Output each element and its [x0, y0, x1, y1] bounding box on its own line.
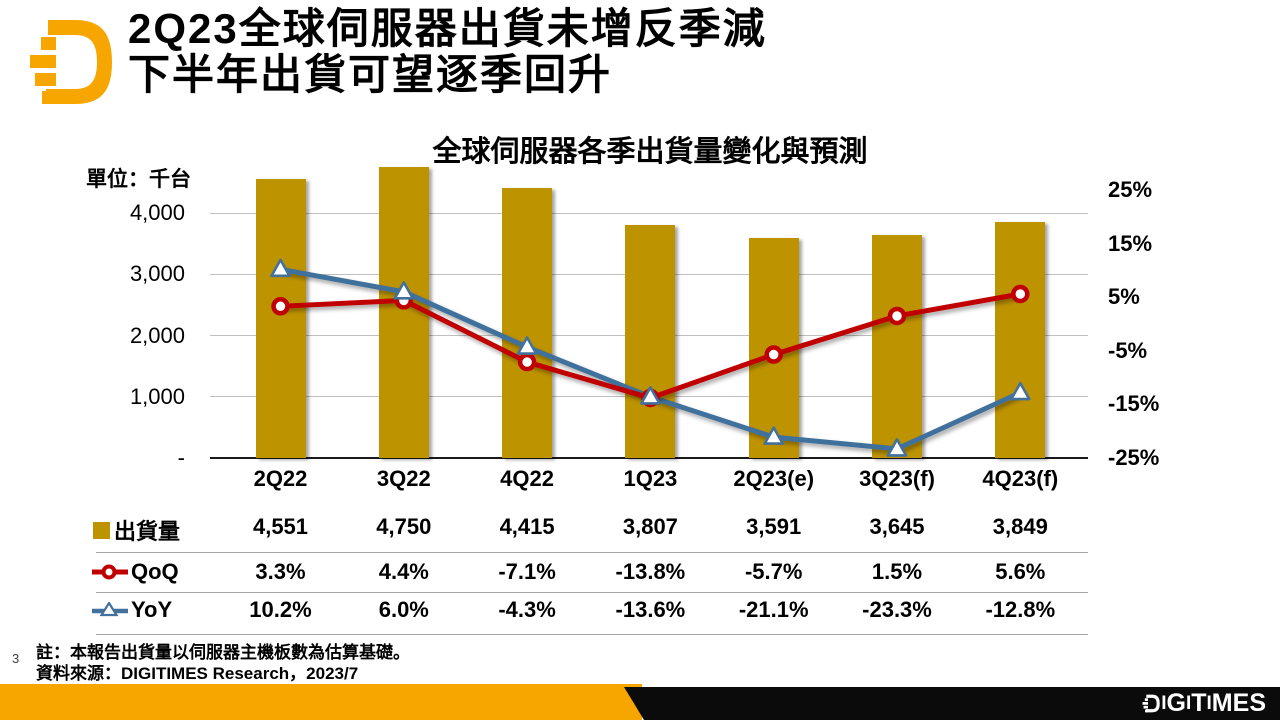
table-value-cell: -21.1% — [738, 597, 809, 622]
table-value-cell: 4.4% — [378, 559, 429, 584]
table-value-cell: 5.6% — [995, 559, 1046, 584]
left-axis-tick-label: 4,000 — [129, 200, 185, 225]
bar — [625, 224, 676, 458]
category-label: 3Q23(f) — [859, 466, 935, 491]
bar — [748, 238, 799, 458]
left-axis-tick-label: 2,000 — [129, 322, 185, 348]
category-label: 3Q22 — [376, 466, 431, 491]
right-axis-tick-label: -5% — [1108, 337, 1148, 363]
table-separator — [96, 552, 1088, 553]
bar — [995, 222, 1046, 458]
series-legend-label: 出貨量 — [114, 519, 181, 544]
table-value-cell: -12.8% — [985, 597, 1056, 622]
category-label: 2Q22 — [253, 466, 308, 491]
table-value-cell: 3,849 — [992, 514, 1048, 539]
page-title: 2Q23全球伺服器出貨未增反季減 下半年出貨可望逐季回升 — [128, 6, 767, 98]
digitimes-logo-icon — [18, 12, 118, 112]
table-value-cell: 3.3% — [255, 559, 306, 584]
table-value-cell: -5.7% — [744, 559, 803, 584]
footer-brand-letter: M — [1211, 689, 1233, 717]
right-axis-tick-label: 5% — [1108, 284, 1140, 310]
series-legend-label: YoY — [131, 597, 173, 622]
table-separator — [96, 634, 1088, 635]
shipments-legend-icon — [93, 521, 110, 539]
bar — [872, 234, 922, 458]
table-value-cell: 3,645 — [869, 514, 925, 539]
yoy-legend-icon — [92, 602, 128, 617]
series-legend: QoQ — [92, 559, 179, 585]
table-value-cell: -23.3% — [862, 597, 932, 622]
category-label: 4Q22 — [500, 466, 554, 491]
table-value-cell: 4,551 — [252, 514, 309, 539]
table-value-cell: 4,750 — [376, 514, 432, 539]
footer-brand-letter: G — [1166, 689, 1186, 717]
table-value-cell: 3,591 — [746, 514, 802, 539]
table-value-cell: 10.2% — [249, 597, 312, 622]
bar — [502, 187, 553, 458]
footer-brand-letter: I — [1185, 693, 1192, 714]
left-axis-tick-label: 1,000 — [129, 383, 185, 409]
right-axis-tick-label: 15% — [1108, 230, 1153, 256]
footer-brand-letter: T — [1191, 689, 1207, 717]
series-legend: YoY — [92, 597, 172, 623]
bar — [378, 167, 429, 458]
page-title-line1: 2Q23全球伺服器出貨未增反季減 — [128, 5, 767, 52]
footer-brand-letter: I — [1206, 693, 1212, 714]
left-axis-tick-label: - — [177, 445, 185, 470]
page-number: 3 — [12, 651, 20, 666]
table-value-cell: -4.3% — [498, 597, 556, 622]
table-value-cell: -7.1% — [498, 559, 556, 584]
table-value-cell: 1.5% — [871, 559, 923, 584]
axis-unit-label: 單位：千台 — [86, 168, 191, 191]
source-note: 資料來源：DIGITIMES Research，2023/7 — [36, 664, 359, 683]
page-title-line2: 下半年出貨可望逐季回升 — [128, 51, 613, 98]
footer-brand-letter: S — [1249, 689, 1266, 717]
bar — [255, 179, 306, 458]
footer-brand-letter: E — [1232, 689, 1250, 717]
chart-title: 全球伺服器各季出貨量變化與預測 — [432, 136, 868, 168]
footer-orange-bar — [0, 684, 642, 720]
table-value-cell: 3,807 — [622, 514, 678, 539]
table-separator — [96, 592, 1088, 593]
table-value-cell: -13.6% — [615, 597, 686, 622]
chart-note: 註：本報告出貨量以伺服器主機板數為估算基礎。 — [36, 643, 410, 662]
category-label: 4Q23(f) — [982, 466, 1059, 491]
category-label: 1Q23 — [623, 466, 678, 491]
chart-gridline — [210, 212, 1088, 214]
right-axis-tick-label: -15% — [1108, 391, 1160, 417]
series-legend-label: QoQ — [131, 559, 179, 584]
table-value-cell: -13.8% — [615, 559, 686, 584]
qoq-legend-icon — [92, 564, 128, 580]
right-axis-tick-label: -25% — [1108, 445, 1160, 470]
table-value-cell: 4,415 — [499, 514, 555, 539]
table-value-cell: 6.0% — [378, 597, 429, 622]
right-axis-tick-label: 25% — [1108, 177, 1153, 202]
category-label: 2Q23(e) — [733, 466, 815, 491]
series-legend: 出貨量 — [92, 514, 180, 546]
footer-brand-letter: I — [1161, 693, 1167, 714]
left-axis-tick-label: 3,000 — [129, 261, 185, 287]
digitimes-footer-mark-icon — [1142, 694, 1160, 713]
chart-axis-baseline — [210, 457, 1088, 459]
